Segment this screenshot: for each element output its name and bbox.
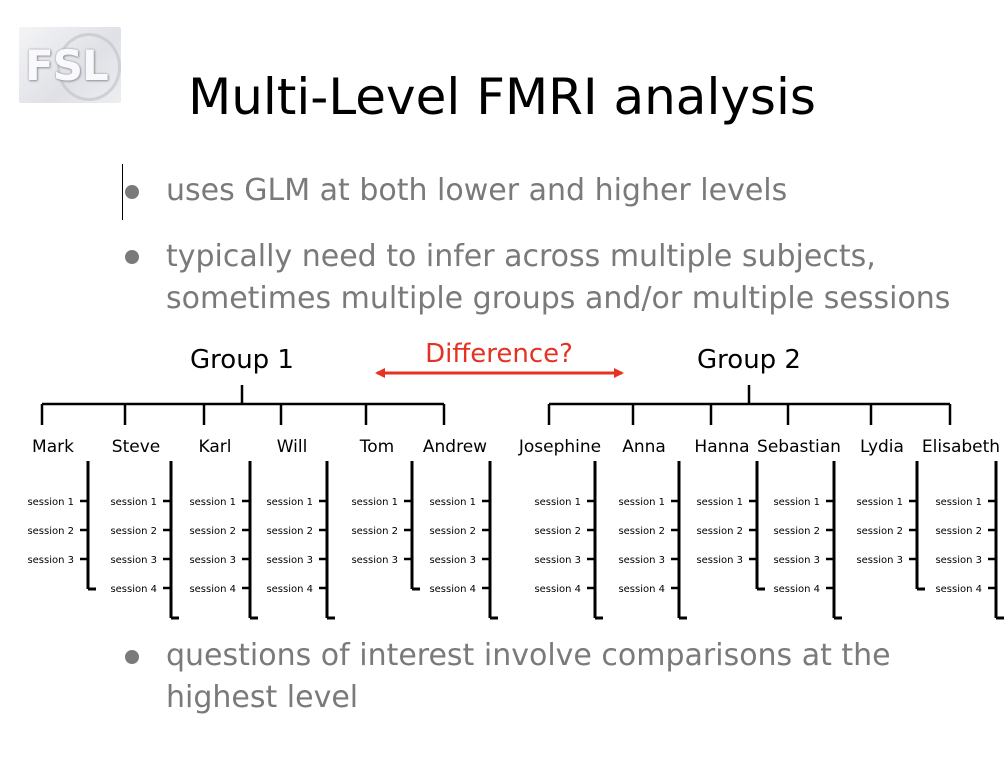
logo-text: FSL bbox=[25, 41, 109, 90]
session-label: session 2 bbox=[856, 526, 903, 537]
subject-name: Lydia bbox=[860, 437, 904, 457]
subject-name: Sebastian bbox=[757, 437, 841, 457]
subject-name: Anna bbox=[622, 437, 666, 457]
session-label: session 3 bbox=[429, 555, 476, 566]
session-label: session 1 bbox=[696, 497, 743, 508]
session-label: session 4 bbox=[618, 584, 665, 595]
group-label: Group 2 bbox=[697, 345, 801, 375]
subject-name: Hanna bbox=[694, 437, 749, 457]
session-label: session 2 bbox=[27, 526, 74, 537]
bullet-2: typically need to infer across multiple … bbox=[166, 236, 950, 320]
session-label: session 3 bbox=[618, 555, 665, 566]
difference-label: Difference? bbox=[425, 339, 573, 369]
slide-title: Multi-Level FMRI analysis bbox=[188, 68, 816, 126]
session-label: session 1 bbox=[935, 497, 982, 508]
bullet-2-line-1: typically need to infer across multiple … bbox=[166, 239, 876, 274]
session-label: session 4 bbox=[935, 584, 982, 595]
bullet-1: uses GLM at both lower and higher levels bbox=[166, 170, 787, 212]
session-label: session 2 bbox=[266, 526, 313, 537]
session-label: session 3 bbox=[351, 555, 398, 566]
subject-name: Tom bbox=[359, 437, 394, 457]
group-label: Group 1 bbox=[190, 345, 294, 375]
session-label: session 2 bbox=[429, 526, 476, 537]
bullet-1-line-1: uses GLM at both lower and higher levels bbox=[166, 173, 788, 208]
session-label: session 4 bbox=[534, 584, 581, 595]
session-label: session 1 bbox=[27, 497, 74, 508]
text-cursor bbox=[122, 164, 123, 220]
session-label: session 3 bbox=[696, 555, 743, 566]
logo-ring bbox=[57, 33, 121, 101]
bullet-3-line-2: highest level bbox=[166, 680, 359, 715]
subject-name: Will bbox=[277, 437, 308, 457]
session-label: session 2 bbox=[696, 526, 743, 537]
fsl-logo: FSL bbox=[19, 27, 121, 103]
session-label: session 1 bbox=[351, 497, 398, 508]
session-label: session 3 bbox=[534, 555, 581, 566]
bullet-2-line-2: sometimes multiple groups and/or multipl… bbox=[166, 281, 951, 316]
bullet-dot bbox=[125, 185, 139, 199]
session-label: session 4 bbox=[773, 584, 820, 595]
session-label: session 4 bbox=[266, 584, 313, 595]
subject-name: Steve bbox=[112, 437, 160, 457]
session-label: session 3 bbox=[856, 555, 903, 566]
subject-name: Andrew bbox=[423, 437, 487, 457]
session-label: session 1 bbox=[618, 497, 665, 508]
session-label: session 1 bbox=[429, 497, 476, 508]
session-label: session 4 bbox=[429, 584, 476, 595]
session-label: session 2 bbox=[110, 526, 157, 537]
subject-name: Karl bbox=[199, 437, 232, 457]
session-label: session 4 bbox=[189, 584, 236, 595]
session-label: session 1 bbox=[856, 497, 903, 508]
session-label: session 3 bbox=[935, 555, 982, 566]
session-label: session 1 bbox=[266, 497, 313, 508]
subject-name: Mark bbox=[32, 437, 74, 457]
subject-name: Josephine bbox=[518, 437, 601, 457]
session-label: session 4 bbox=[110, 584, 157, 595]
session-label: session 3 bbox=[27, 555, 74, 566]
subject-name: Elisabeth bbox=[922, 437, 1000, 457]
session-label: session 2 bbox=[773, 526, 820, 537]
session-label: session 1 bbox=[189, 497, 236, 508]
session-label: session 1 bbox=[110, 497, 157, 508]
session-label: session 3 bbox=[773, 555, 820, 566]
bullet-dot bbox=[125, 250, 139, 264]
session-label: session 2 bbox=[189, 526, 236, 537]
session-label: session 3 bbox=[266, 555, 313, 566]
session-label: session 1 bbox=[534, 497, 581, 508]
bullet-dot bbox=[125, 650, 139, 664]
session-label: session 2 bbox=[351, 526, 398, 537]
session-label: session 3 bbox=[110, 555, 157, 566]
bullet-3-line-1: questions of interest involve comparison… bbox=[166, 638, 891, 673]
session-label: session 2 bbox=[618, 526, 665, 537]
group-trees: Group 1 Mark session 1 session 2 session 3 St… bbox=[27, 345, 1004, 620]
bullet-3: questions of interest involve comparison… bbox=[166, 635, 891, 719]
session-label: session 3 bbox=[189, 555, 236, 566]
session-label: session 2 bbox=[534, 526, 581, 537]
session-label: session 2 bbox=[935, 526, 982, 537]
session-label: session 1 bbox=[773, 497, 820, 508]
